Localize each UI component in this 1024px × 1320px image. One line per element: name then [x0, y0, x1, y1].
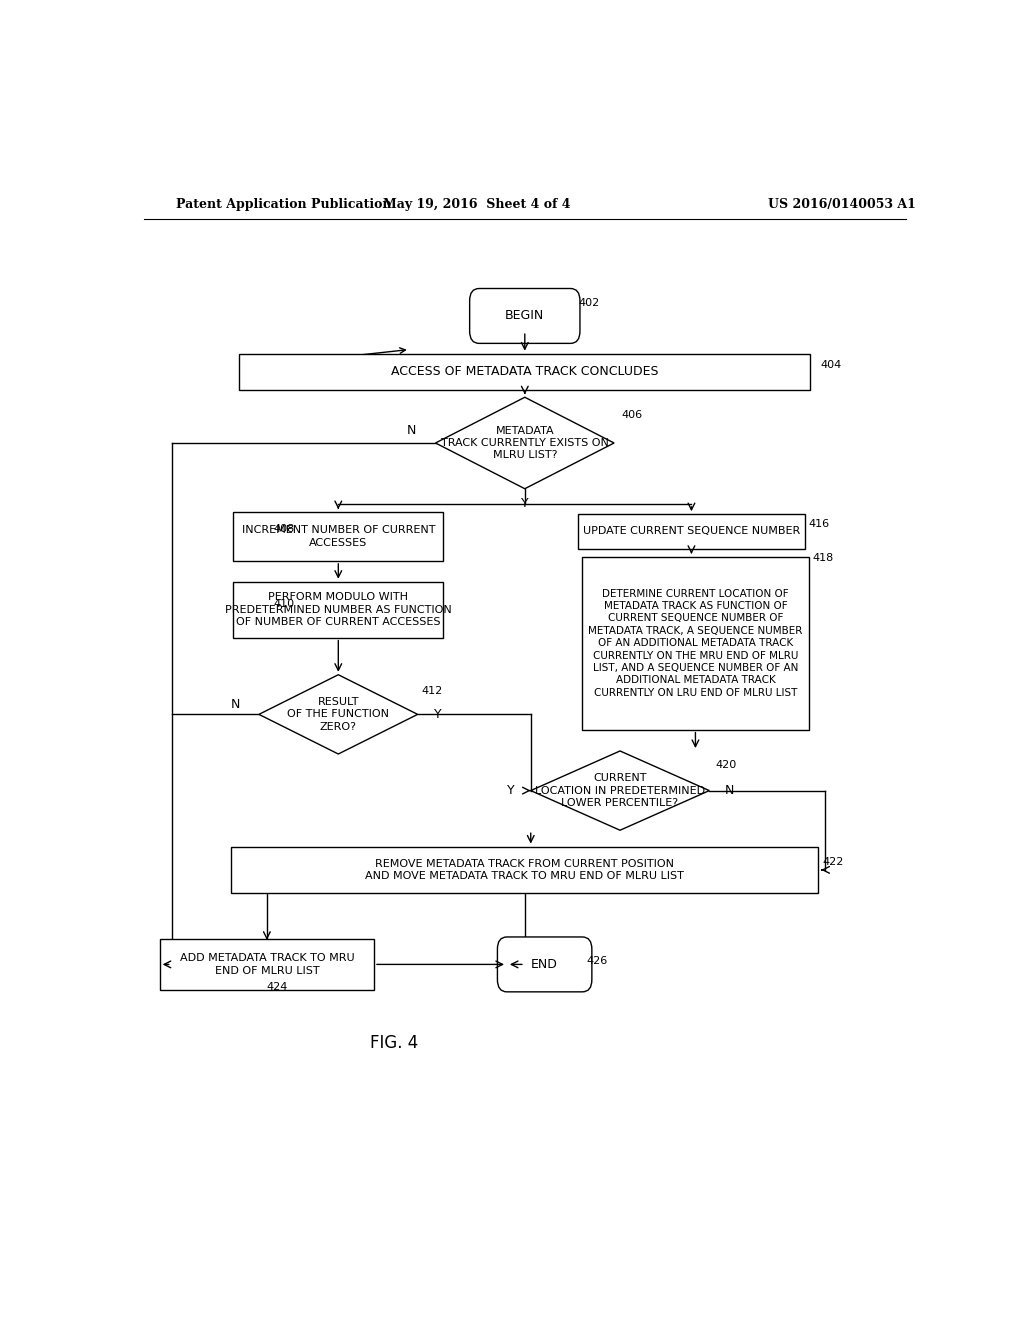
Text: N: N	[230, 698, 240, 710]
Text: END: END	[531, 958, 558, 972]
Text: Y: Y	[521, 498, 528, 511]
FancyBboxPatch shape	[470, 289, 580, 343]
Text: UPDATE CURRENT SEQUENCE NUMBER: UPDATE CURRENT SEQUENCE NUMBER	[583, 527, 800, 536]
Text: PERFORM MODULO WITH
PREDETERMINED NUMBER AS FUNCTION
OF NUMBER OF CURRENT ACCESS: PERFORM MODULO WITH PREDETERMINED NUMBER…	[225, 593, 452, 627]
Text: ADD METADATA TRACK TO MRU
END OF MLRU LIST: ADD METADATA TRACK TO MRU END OF MLRU LI…	[179, 953, 354, 975]
Text: 404: 404	[820, 360, 842, 370]
Text: 412: 412	[422, 686, 443, 696]
FancyBboxPatch shape	[231, 846, 818, 894]
FancyBboxPatch shape	[583, 557, 809, 730]
FancyBboxPatch shape	[498, 937, 592, 991]
Text: 416: 416	[809, 519, 830, 529]
Text: REMOVE METADATA TRACK FROM CURRENT POSITION
AND MOVE METADATA TRACK TO MRU END O: REMOVE METADATA TRACK FROM CURRENT POSIT…	[366, 859, 684, 880]
Text: Patent Application Publication: Patent Application Publication	[176, 198, 391, 211]
Text: CURRENT
LOCATION IN PREDETERMINED
LOWER PERCENTILE?: CURRENT LOCATION IN PREDETERMINED LOWER …	[535, 774, 706, 808]
FancyBboxPatch shape	[160, 939, 374, 990]
Text: May 19, 2016  Sheet 4 of 4: May 19, 2016 Sheet 4 of 4	[383, 198, 571, 211]
Text: 420: 420	[715, 760, 736, 770]
Text: BEGIN: BEGIN	[505, 309, 545, 322]
Text: FIG. 4: FIG. 4	[370, 1034, 418, 1052]
Text: RESULT
OF THE FUNCTION
ZERO?: RESULT OF THE FUNCTION ZERO?	[288, 697, 389, 731]
FancyBboxPatch shape	[240, 354, 811, 391]
FancyBboxPatch shape	[233, 582, 443, 638]
FancyBboxPatch shape	[233, 512, 443, 561]
Polygon shape	[259, 675, 418, 754]
Text: 406: 406	[622, 409, 643, 420]
Polygon shape	[435, 397, 614, 488]
Text: Y: Y	[507, 784, 515, 797]
Text: 424: 424	[267, 982, 288, 991]
Text: 402: 402	[578, 298, 599, 308]
Text: N: N	[407, 424, 417, 437]
Text: N: N	[724, 784, 734, 797]
Text: INCREMENT NUMBER OF CURRENT
ACCESSES: INCREMENT NUMBER OF CURRENT ACCESSES	[242, 525, 435, 548]
Text: Y: Y	[434, 708, 441, 721]
Text: ACCESS OF METADATA TRACK CONCLUDES: ACCESS OF METADATA TRACK CONCLUDES	[391, 366, 658, 379]
Polygon shape	[530, 751, 710, 830]
Text: 418: 418	[812, 553, 834, 562]
Text: 410: 410	[273, 598, 294, 609]
Text: US 2016/0140053 A1: US 2016/0140053 A1	[768, 198, 916, 211]
Text: 408: 408	[273, 524, 295, 535]
Text: DETERMINE CURRENT LOCATION OF
METADATA TRACK AS FUNCTION OF
CURRENT SEQUENCE NUM: DETERMINE CURRENT LOCATION OF METADATA T…	[588, 589, 803, 698]
Text: METADATA
TRACK CURRENTLY EXISTS ON
MLRU LIST?: METADATA TRACK CURRENTLY EXISTS ON MLRU …	[441, 425, 608, 461]
Text: 426: 426	[587, 957, 608, 966]
Text: 400: 400	[267, 360, 291, 374]
Text: 422: 422	[822, 857, 844, 867]
FancyBboxPatch shape	[579, 515, 805, 549]
